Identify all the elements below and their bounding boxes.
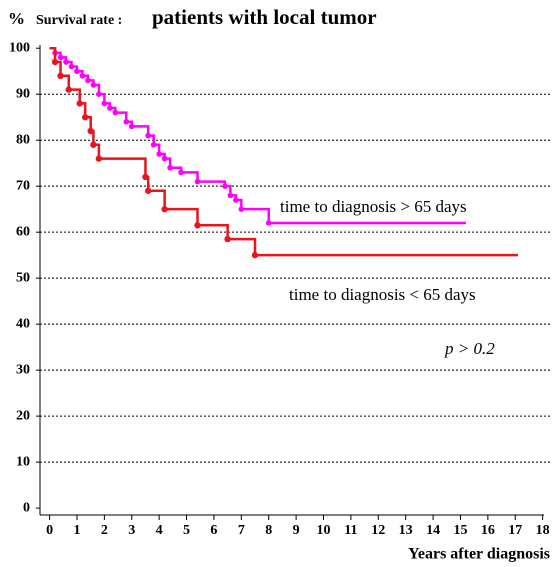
censor-marker xyxy=(96,91,102,98)
y-tick-label: 30 xyxy=(16,362,30,377)
survival-step xyxy=(49,46,57,63)
survival-step xyxy=(148,134,155,145)
x-tick-label: 14 xyxy=(426,523,440,538)
x-tick-label: 12 xyxy=(371,523,385,538)
x-tick-label: 15 xyxy=(453,523,467,538)
survival-step xyxy=(164,157,172,168)
censor-marker xyxy=(79,73,86,79)
x-tick-label: 11 xyxy=(344,523,357,538)
survival-step xyxy=(153,143,161,154)
y-tick-label: 20 xyxy=(16,408,30,423)
survival-step xyxy=(115,111,128,122)
survival-step xyxy=(145,175,150,191)
survival-step xyxy=(148,189,166,210)
y-tick-label: 0 xyxy=(23,500,30,515)
survival-step xyxy=(181,171,199,182)
censor-marker xyxy=(74,68,80,75)
survival-step xyxy=(224,184,232,196)
y-tick-label: 60 xyxy=(16,224,30,239)
censor-marker xyxy=(112,109,119,116)
survival-step xyxy=(164,207,199,226)
survival-step xyxy=(60,74,71,90)
y-tick-label: 90 xyxy=(16,86,30,101)
y-tick-label: 50 xyxy=(16,270,30,285)
y-tick-label: 70 xyxy=(16,178,30,193)
x-tick-label: 7 xyxy=(238,523,245,538)
x-tick-label: 13 xyxy=(399,523,413,538)
p-value: p > 0.2 xyxy=(444,339,495,358)
series-label: time to diagnosis > 65 days xyxy=(280,197,467,216)
survival-step xyxy=(197,180,227,187)
survival-step xyxy=(227,237,257,256)
x-axis-label: Years after diagnosis xyxy=(408,546,550,563)
x-tick-label: 17 xyxy=(508,523,522,538)
x-tick-label: 0 xyxy=(46,523,53,538)
survival-step xyxy=(235,198,243,210)
survival-step xyxy=(241,207,270,223)
survival-step xyxy=(93,143,101,159)
y-tick-label: 80 xyxy=(16,132,30,147)
x-tick-label: 16 xyxy=(481,523,495,538)
survival-step xyxy=(98,92,106,104)
survival-step xyxy=(85,115,92,131)
survival-step xyxy=(90,129,95,145)
survival-step xyxy=(98,157,147,177)
x-tick-label: 1 xyxy=(73,523,80,538)
y-tick-label: 10 xyxy=(16,454,30,469)
survival-step xyxy=(68,88,81,104)
x-tick-label: 5 xyxy=(183,523,190,538)
series-label: time to diagnosis < 65 days xyxy=(289,285,476,304)
x-tick-label: 4 xyxy=(156,523,163,538)
survival-step xyxy=(79,102,87,118)
x-tick-label: 6 xyxy=(210,523,217,538)
title-prefix: Survival rate : xyxy=(36,13,122,28)
x-tick-label: 9 xyxy=(293,523,300,538)
survival-step xyxy=(55,60,62,76)
survival-step xyxy=(197,224,229,240)
x-tick-label: 18 xyxy=(536,523,550,538)
x-tick-label: 2 xyxy=(101,523,108,538)
y-tick-label: 100 xyxy=(9,40,30,55)
y-tick-label: 40 xyxy=(16,316,30,331)
y-unit: % xyxy=(8,9,25,28)
survival-step xyxy=(93,83,101,95)
survival-step xyxy=(131,125,150,136)
x-tick-label: 3 xyxy=(128,523,135,538)
x-tick-label: 8 xyxy=(265,523,272,538)
chart-title: patients with local tumor xyxy=(152,5,377,29)
x-tick-label: 10 xyxy=(317,523,331,538)
